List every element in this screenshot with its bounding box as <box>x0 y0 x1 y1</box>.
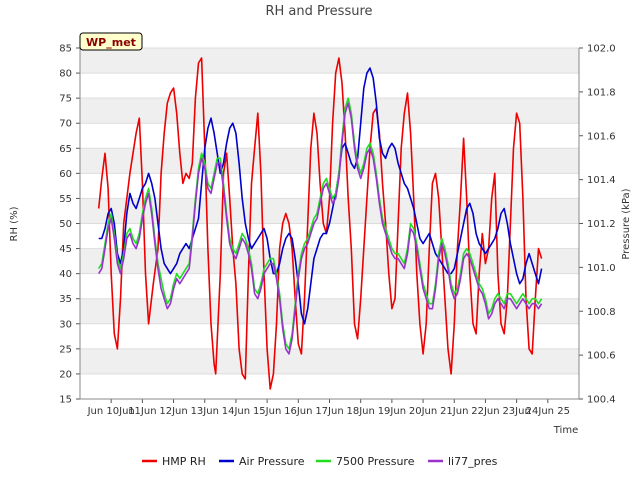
series-layer <box>97 57 543 390</box>
plot-band <box>80 98 579 124</box>
x-tick-label: 22Jun <box>471 406 499 417</box>
y-right-tick-label: 101.8 <box>587 87 616 98</box>
y-left-tick-label: 25 <box>59 344 72 355</box>
x-tick-label: 14Jun <box>222 406 250 417</box>
legend-label-hmp-rh: HMP RH <box>162 455 206 468</box>
y-right-tick-label: 100.6 <box>587 351 616 362</box>
axes: 15 20 25 30 35 40 45 50 55 60 65 70 75 80 85 100.4 100.6… <box>59 44 615 418</box>
x-tick-label: 21Jun <box>440 406 468 417</box>
y-right-tick-label: 102.0 <box>587 44 616 55</box>
x-tick-label: 15Jun <box>253 406 281 417</box>
y-right-tick-label: 101.4 <box>587 175 616 186</box>
plot-band <box>80 348 579 374</box>
legend-label-air-pressure: Air Pressure <box>239 455 305 468</box>
x-tick-label: 17Jun <box>315 406 343 417</box>
x-tick-label: 23Jun <box>502 406 530 417</box>
y-axis-left-title: RH (%) <box>9 206 20 241</box>
y-left-tick-label: 20 <box>59 369 72 380</box>
legend-label-li77-pres: li77_pres <box>448 455 498 468</box>
plot-band <box>80 48 579 74</box>
x-axis-title: Time <box>553 425 578 436</box>
y-left-tick-label: 60 <box>59 169 72 180</box>
x-tick-label: 18Jun <box>347 406 375 417</box>
x-tick-label: 16Jun <box>284 406 312 417</box>
x-tick-label: 12Jun <box>159 406 187 417</box>
legend-label-7500-pressure: 7500 Pressure <box>336 455 415 468</box>
x-tick-label: 11Jun <box>128 406 156 417</box>
badge-box <box>79 32 143 51</box>
legend: HMP RH Air Pressure 7500 Pressure li77_pres <box>142 455 498 468</box>
x-tick-label: Jun 10Jun <box>87 406 135 417</box>
y-left-tick-label: 55 <box>59 194 72 205</box>
y-right-tick-label: 100.8 <box>587 307 616 318</box>
y-left-tick-label: 45 <box>59 244 72 255</box>
y-left-tick-label: 70 <box>59 119 72 130</box>
chart-title: RH and Pressure <box>265 4 372 19</box>
y-left-tick-label: 15 <box>59 395 72 406</box>
plot-band <box>80 148 579 174</box>
y-left-tick-label: 65 <box>59 144 72 155</box>
y-left-tick-label: 80 <box>59 69 72 80</box>
series-line-air-pressure <box>98 67 543 325</box>
y-left-tick-label: 35 <box>59 294 72 305</box>
badge-label: WP_met <box>86 36 136 49</box>
series-line-li77-pres <box>98 102 543 355</box>
series-line-hmp-rh <box>97 57 543 390</box>
y-left-tick-label: 50 <box>59 219 72 230</box>
x-tick-label: 19Jun <box>378 406 406 417</box>
badge: WP_met <box>79 32 143 51</box>
y-right-tick-label: 101.2 <box>587 219 616 230</box>
y-right-tick-label: 101.6 <box>587 131 616 142</box>
x-tick-label: 20Jun <box>409 406 437 417</box>
y-left-tick-label: 85 <box>59 44 72 55</box>
y-right-tick-label: 101.0 <box>587 263 616 274</box>
x-tick-label: 24Jun 25 <box>526 406 570 417</box>
y-axis-right-title: Pressure (kPa) <box>621 188 632 259</box>
y-left-tick-label: 40 <box>59 269 72 280</box>
y-left-tick-label: 75 <box>59 94 72 105</box>
x-tick-label: 13Jun <box>191 406 219 417</box>
y-left-tick-label: 30 <box>59 319 72 330</box>
y-right-tick-label: 100.4 <box>587 395 616 406</box>
series-line-7500-pressure <box>98 97 543 350</box>
